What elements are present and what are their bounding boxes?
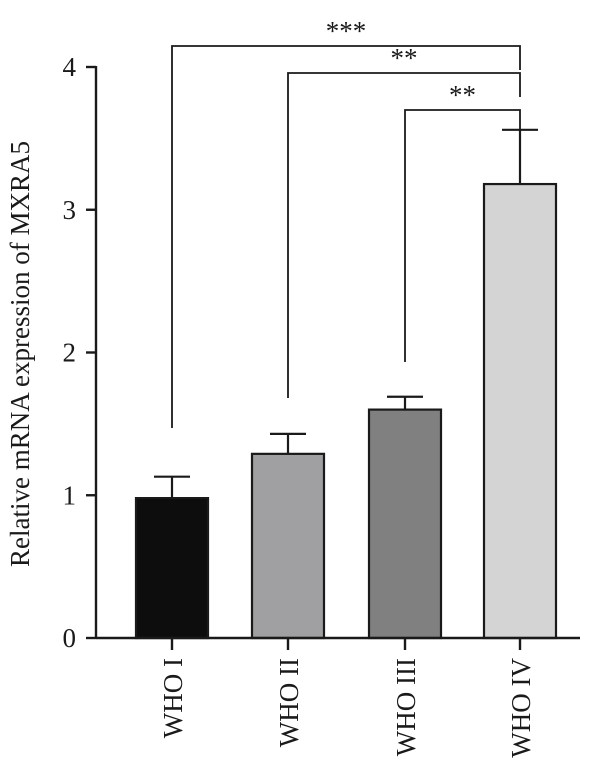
significance-label: *** <box>326 16 367 46</box>
x-category-label: WHO IV <box>506 658 536 758</box>
bar <box>367 408 443 640</box>
bar <box>482 182 558 640</box>
y-axis: 0 1 2 3 4 <box>63 52 98 653</box>
bar <box>134 497 210 640</box>
significance-bracket <box>404 109 521 362</box>
y-tick-label: 2 <box>63 338 77 368</box>
x-category-label: WHO I <box>158 658 188 738</box>
y-axis-title: Relative mRNA expression of MXRA5 <box>5 141 35 567</box>
x-axis: WHO I WHO II WHO III WHO IV <box>96 636 580 758</box>
y-tick-label: 4 <box>63 52 77 82</box>
bars <box>134 128 558 640</box>
x-category-label: WHO II <box>274 658 304 747</box>
bar <box>250 452 326 640</box>
y-tick-label: 3 <box>63 195 77 225</box>
significance-label: ** <box>391 43 418 73</box>
significance-bracket <box>287 72 521 398</box>
significance-label: ** <box>449 80 476 110</box>
significance-bracket <box>171 45 521 428</box>
x-category-label: WHO III <box>391 658 421 756</box>
y-tick-label: 1 <box>63 480 77 510</box>
y-tick-label: 0 <box>63 623 77 653</box>
significance-brackets: ******* <box>171 16 521 428</box>
